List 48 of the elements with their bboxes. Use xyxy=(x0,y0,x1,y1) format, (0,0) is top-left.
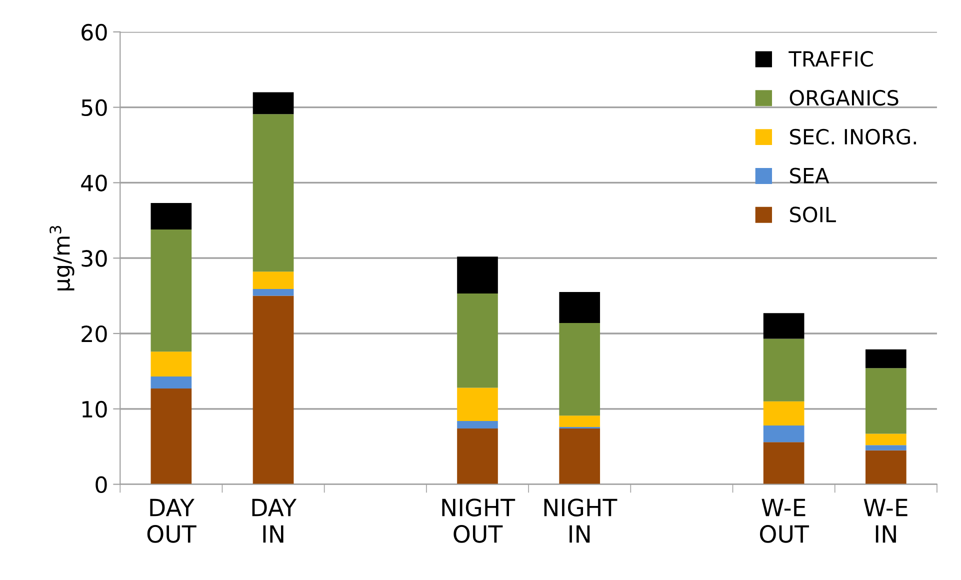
bar xyxy=(763,338,804,402)
bar xyxy=(457,428,498,484)
x-tick-label: DAY IN xyxy=(252,498,297,543)
bar xyxy=(150,203,192,230)
bar xyxy=(866,349,906,368)
y-tick-label: 60 xyxy=(82,24,107,41)
bar xyxy=(559,292,600,323)
y-tick-label: 10 xyxy=(82,400,107,418)
bar xyxy=(457,420,498,429)
bar xyxy=(763,401,804,426)
legend-label: ORGANICS xyxy=(790,90,898,106)
legend-label: SEA xyxy=(790,168,830,184)
bar xyxy=(763,313,804,339)
y-tick-label: 30 xyxy=(82,250,107,267)
x-tick-label: DAY OUT xyxy=(147,498,196,543)
bar xyxy=(252,289,294,296)
bar xyxy=(763,442,804,484)
y-tick-label: 40 xyxy=(81,174,107,192)
x-tick-label: NIGHT IN xyxy=(544,498,618,543)
bar xyxy=(252,296,294,484)
bar xyxy=(457,294,498,388)
bar xyxy=(866,368,906,434)
bar xyxy=(150,376,192,389)
legend-label: TRAFFIC xyxy=(788,51,873,67)
bar xyxy=(559,416,600,427)
legend-label: SEC. INORG. xyxy=(790,128,916,145)
bar xyxy=(457,388,498,421)
y-tick-label: 50 xyxy=(82,99,107,116)
bar xyxy=(457,256,498,294)
bar xyxy=(866,450,906,484)
bar xyxy=(150,352,192,376)
bar xyxy=(252,272,294,290)
y-tick-label: 20 xyxy=(82,325,107,342)
bar xyxy=(763,425,804,442)
bar xyxy=(866,434,906,446)
bar xyxy=(252,92,294,114)
legend-label: SOIL xyxy=(790,206,836,222)
y-tick-label: 0 xyxy=(96,476,107,494)
x-tick-label: W-E IN xyxy=(864,498,908,543)
bar xyxy=(559,322,600,416)
bar xyxy=(559,428,600,484)
y-axis-title: μg/m$^{3}$ xyxy=(50,226,74,290)
bar xyxy=(150,388,192,484)
x-tick-label: W-E OUT xyxy=(760,498,810,543)
bar xyxy=(252,114,294,272)
bar xyxy=(150,229,192,352)
x-tick-label: NIGHT OUT xyxy=(442,498,516,543)
bar xyxy=(866,445,906,450)
